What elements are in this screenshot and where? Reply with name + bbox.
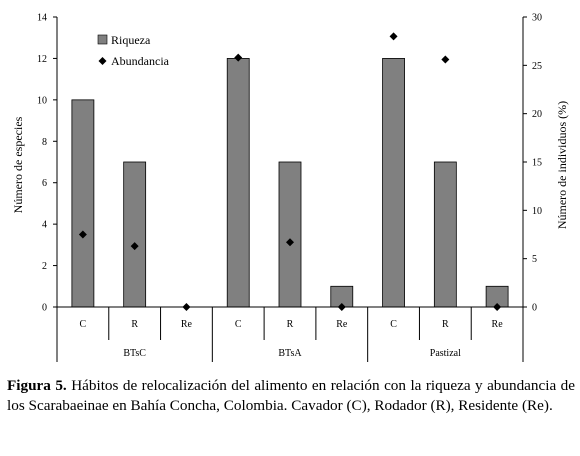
y-right-tick-label: 15 [532, 158, 542, 169]
y-left-tick-label: 12 [37, 54, 47, 65]
y-left-tick-label: 8 [42, 137, 47, 148]
abundancia-marker [130, 242, 139, 251]
chart: 0 2 4 6 8 10 12 14 0 5 10 15 20 25 30 C R Re C R Re C R Re BTs… [11, 13, 569, 362]
x-category-label: Re [492, 319, 504, 330]
y-right-tick-label: 5 [532, 254, 537, 265]
caption-label: Figura 5. [7, 377, 67, 394]
abundancia-marker [234, 53, 243, 62]
y-left-tick-label: 10 [37, 95, 47, 106]
x-axis: C R Re C R Re C R Re BTsC BTsA Pastizal [56, 306, 524, 362]
legend-swatch-abundancia [98, 57, 107, 65]
abundancia-marker [78, 230, 87, 239]
bar [71, 99, 95, 308]
legend: Riqueza Abundancia [97, 33, 170, 68]
x-category-label: C [390, 319, 397, 330]
x-category-label: Re [336, 319, 348, 330]
y-axis-right-label: Número de individuos (%) [555, 101, 569, 229]
caption-text: Hábitos de relocalización del alimento e… [7, 377, 576, 414]
bar-series-riqueza [71, 58, 509, 308]
x-category-label: R [131, 319, 138, 330]
y-left-tick-label: 6 [42, 178, 47, 189]
y-axis-right: 0 5 10 15 20 25 30 [522, 13, 542, 314]
y-right-tick-label: 30 [532, 13, 542, 24]
x-category-label: R [287, 319, 294, 330]
bar [382, 58, 405, 308]
bar [433, 161, 457, 308]
x-category-label: C [235, 319, 242, 330]
figure-caption: Figura 5. Hábitos de relocalización del … [7, 376, 575, 415]
bar [278, 161, 302, 308]
x-category-label: Re [181, 319, 193, 330]
y-left-tick-label: 4 [42, 220, 47, 231]
bar [123, 161, 147, 308]
abundancia-marker [389, 32, 398, 41]
y-right-tick-label: 25 [532, 61, 542, 72]
x-group-label: BTsC [123, 348, 146, 359]
y-right-tick-label: 10 [532, 206, 542, 217]
abundancia-marker [441, 55, 450, 64]
y-left-tick-label: 2 [42, 261, 47, 272]
y-axis-left-label: Número de especies [11, 116, 25, 213]
legend-label-riqueza: Riqueza [111, 33, 151, 47]
y-right-tick-label: 20 [532, 109, 542, 120]
y-axis-left: 0 2 4 6 8 10 12 14 [37, 13, 58, 314]
x-category-label: C [80, 319, 87, 330]
y-left-tick-label: 0 [42, 303, 47, 314]
x-group-label: BTsA [278, 348, 302, 359]
y-right-tick-label: 0 [532, 303, 537, 314]
x-group-label: Pastizal [430, 348, 461, 359]
abundancia-marker [286, 238, 294, 247]
marker-series-abundancia [78, 32, 502, 311]
legend-label-abundancia: Abundancia [111, 54, 170, 68]
x-category-label: R [442, 319, 449, 330]
bar [226, 58, 250, 308]
legend-swatch-riqueza [97, 34, 108, 45]
y-left-tick-label: 14 [37, 13, 47, 24]
